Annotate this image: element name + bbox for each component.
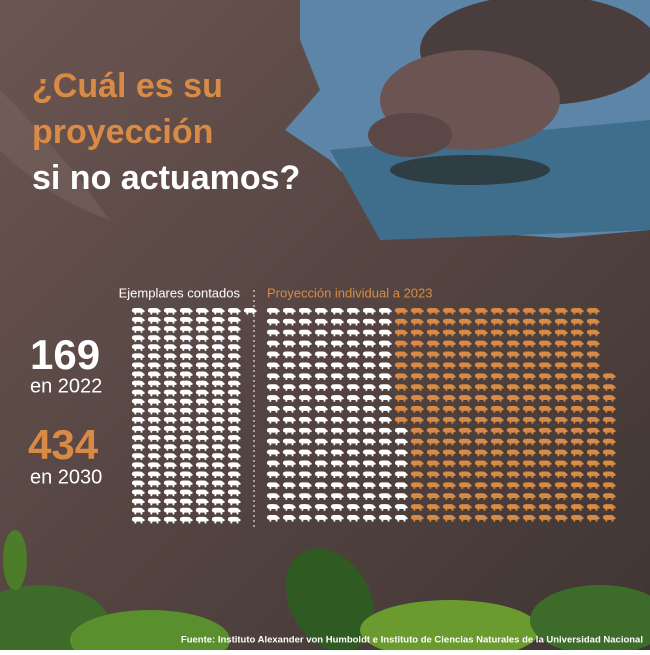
stat-value: 434: [28, 421, 99, 468]
source: Fuente: Instituto Alexander von Humboldt…: [181, 635, 643, 646]
hippo-snout: [368, 113, 452, 157]
panel-title: Proyección individual a 2023: [267, 285, 433, 300]
stat-label: en 2022: [30, 375, 102, 397]
stat-label: en 2030: [30, 466, 102, 488]
palm: [0, 90, 110, 220]
panel-title: Ejemplares contados: [119, 285, 241, 300]
stat-value: 169: [30, 331, 100, 378]
foliage: [0, 530, 650, 655]
title-line: ¿Cuál es su proyección: [32, 67, 223, 151]
title-rest: si no actuamos?: [32, 159, 300, 197]
hippo-reflection: [390, 155, 550, 185]
